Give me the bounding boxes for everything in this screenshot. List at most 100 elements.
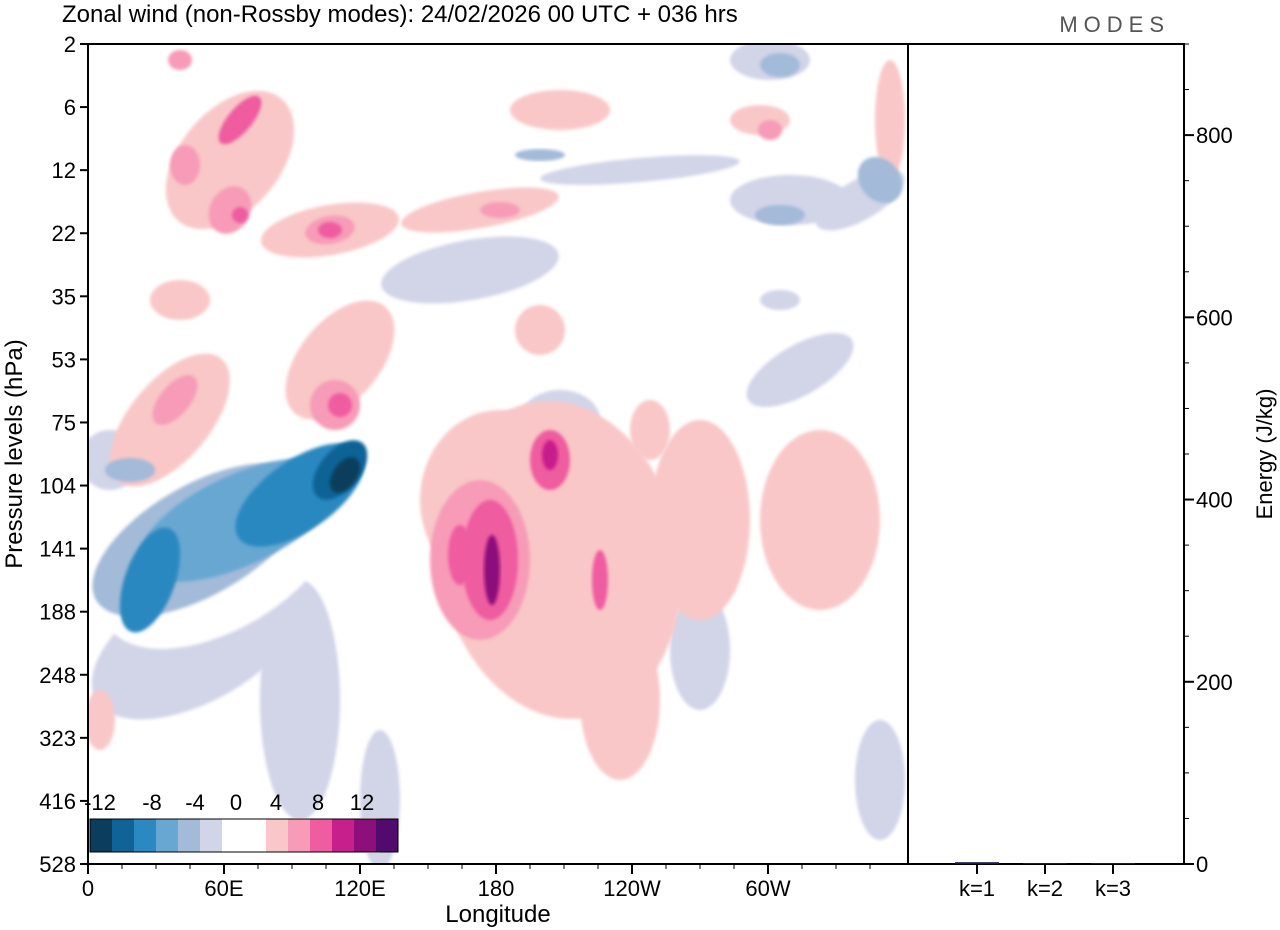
colorbar-tick-label: 12	[350, 790, 374, 815]
colorbar-swatch	[376, 819, 398, 852]
y-tick-label: 6	[64, 95, 76, 120]
contour-region	[448, 525, 472, 585]
colorbar: -12 -8 -4 0 4 8 12	[84, 790, 399, 853]
colorbar-swatch	[200, 819, 222, 852]
x-tick-label: 60W	[745, 876, 790, 901]
colorbar-tick-label: -12	[84, 790, 116, 815]
colorbar-frame	[89, 818, 399, 853]
contour-region	[260, 580, 340, 820]
contour-region	[540, 155, 740, 185]
contour-region	[542, 440, 558, 470]
contour-region	[515, 305, 565, 355]
x-tick-label: 0	[82, 876, 94, 901]
colorbar-swatch	[178, 819, 200, 852]
colorbar-swatch	[332, 819, 354, 852]
y-tick-label: 188	[39, 600, 76, 625]
contour-region	[150, 280, 210, 320]
contour-region	[381, 236, 559, 304]
contour-region	[218, 95, 262, 145]
y-tick-label: 12	[52, 158, 76, 183]
y-tick-label: 53	[52, 347, 76, 372]
colorbar-swatch	[266, 819, 288, 852]
y-tick-label: 35	[52, 284, 76, 309]
contour-region	[318, 222, 342, 238]
modes-logo: MODES	[1059, 12, 1170, 37]
colorbar-swatch	[288, 819, 310, 852]
energy-frame	[907, 43, 1185, 865]
colorbar-swatch	[310, 819, 332, 852]
contour-region	[484, 535, 500, 605]
colorbar-swatch	[134, 819, 156, 852]
energy-x-tick-label: k=2	[1027, 876, 1063, 901]
energy-tick-label: 800	[1196, 123, 1233, 148]
colorbar-tick-label: -8	[142, 790, 162, 815]
contour-region	[592, 550, 608, 610]
contour-region	[755, 205, 805, 225]
contour-region	[857, 156, 903, 204]
contour-region	[630, 400, 670, 460]
colorbar-swatch	[222, 819, 266, 852]
energy-tick-label: 200	[1196, 670, 1233, 695]
contour-region	[515, 149, 565, 161]
y-tick-label: 75	[52, 410, 76, 435]
y-tick-label: 104	[39, 474, 76, 499]
energy-axis-label: Energy (J/kg)	[1252, 389, 1277, 520]
energy-x-tick-label: k=1	[959, 876, 995, 901]
energy-bar	[1023, 863, 1067, 864]
colorbar-swatch	[112, 819, 134, 852]
y-tick-label: 248	[39, 663, 76, 688]
colorbar-swatch	[354, 819, 376, 852]
contour-field	[88, 44, 905, 864]
contour-region	[232, 207, 248, 223]
energy-bar	[1091, 863, 1135, 864]
contour-region	[580, 620, 660, 780]
y-tick-label: 416	[39, 789, 76, 814]
energy-bar	[955, 862, 999, 864]
colorbar-swatch	[156, 819, 178, 852]
x-axis-label: Longitude	[445, 901, 550, 928]
y-tick-label: 141	[39, 537, 76, 562]
contour-region	[328, 393, 352, 417]
colorbar-tick-label: 8	[312, 790, 324, 815]
x-tick-label: 120W	[603, 876, 661, 901]
contour-region	[760, 430, 880, 610]
contour-region	[670, 590, 730, 710]
contour-region	[760, 290, 800, 310]
contour-region	[760, 53, 800, 77]
contour-region	[746, 333, 854, 407]
contour-region	[510, 90, 610, 130]
colorbar-tick-label: -4	[185, 790, 205, 815]
energy-x-tick-label: k=3	[1095, 876, 1131, 901]
contour-region	[152, 375, 198, 425]
x-tick-label: 120E	[334, 876, 385, 901]
energy-tick-label: 600	[1196, 305, 1233, 330]
colorbar-tick-label: 4	[270, 790, 282, 815]
contour-region	[165, 90, 295, 230]
contour-region	[758, 120, 782, 140]
y-tick-label: 22	[52, 221, 76, 246]
y-axis-label: Pressure levels (hPa)	[1, 339, 28, 568]
contour-region	[105, 458, 155, 482]
energy-tick-label: 400	[1196, 488, 1233, 513]
contour-region	[119, 527, 181, 633]
contour-region	[285, 300, 395, 420]
y-tick-label: 528	[39, 852, 76, 877]
contour-region	[650, 420, 750, 620]
chart-title: Zonal wind (non-Rossby modes): 24/02/202…	[62, 1, 738, 28]
y-tick-label: 2	[64, 32, 76, 57]
colorbar-tick-label: 0	[230, 790, 242, 815]
contour-region	[168, 50, 192, 70]
contour-region	[875, 60, 905, 180]
contour-region	[480, 202, 520, 218]
contour-region	[329, 457, 361, 493]
x-tick-label: 180	[478, 876, 515, 901]
x-tick-label: 60E	[204, 876, 243, 901]
contour-region	[170, 145, 200, 185]
colorbar-swatch	[90, 819, 112, 852]
y-tick-label: 323	[39, 726, 76, 751]
contour-region	[855, 720, 905, 840]
contour-region	[88, 690, 115, 750]
